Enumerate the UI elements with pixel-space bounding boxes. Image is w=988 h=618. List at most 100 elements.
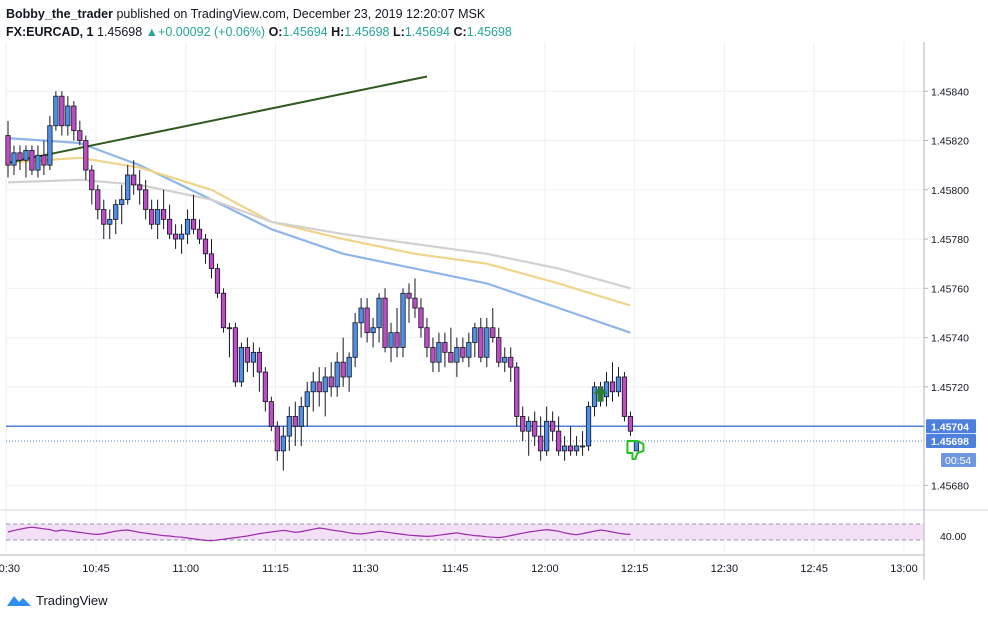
candle-body-51 <box>310 381 316 393</box>
candle-body-39 <box>238 347 245 383</box>
candle-body-31 <box>190 218 197 230</box>
candle-body-63 <box>382 297 388 348</box>
candle-body-68 <box>412 297 418 309</box>
publish-line: Bobby_the_trader published on TradingVie… <box>6 5 966 23</box>
candle-body-59 <box>358 307 364 324</box>
price-tick-label-4: 1.45760 <box>931 283 969 295</box>
time-tick-label-7: 12:15 <box>621 563 649 575</box>
candle-body-50 <box>304 391 310 407</box>
candle-body-0 <box>5 135 11 166</box>
markers <box>593 385 645 460</box>
candle-body-77 <box>466 342 472 358</box>
candle-body-64 <box>388 332 394 348</box>
axes: 1.45840 1.45820 1.45800 1.45780 1.45760 1.457… <box>0 42 976 580</box>
publish-info: published on TradingView.com, December 2… <box>112 7 486 21</box>
candle-body-84 <box>508 356 514 368</box>
candle-body-5 <box>35 154 41 171</box>
open-value: 1.45694 <box>282 25 328 39</box>
countdown-box <box>941 453 976 468</box>
candle-body-28 <box>172 233 179 240</box>
candle-body-76 <box>460 347 466 358</box>
candle-body-44 <box>268 401 274 427</box>
candle-body-37 <box>226 327 233 330</box>
candle-body-27 <box>166 218 173 235</box>
candle-body-41 <box>250 351 256 363</box>
candle-body-95 <box>573 445 580 452</box>
price-tick-label-5: 1.45740 <box>931 333 969 345</box>
price-label-box-0 <box>926 419 976 434</box>
candle-body-82 <box>496 337 502 363</box>
candle-body-24 <box>149 209 155 225</box>
candle-body-29 <box>178 233 185 240</box>
price-tick-label-0: 1.45840 <box>931 86 969 98</box>
ma-line-slow <box>7 178 631 290</box>
candle-body-52 <box>316 381 322 393</box>
price-tick-label-1: 1.45820 <box>931 136 969 148</box>
candle-body-104 <box>627 415 634 432</box>
candle-body-25 <box>155 209 161 225</box>
symbol-line: FX:EURCAD, 1 1.45698 ▲+0.00092 (+0.06%) … <box>6 23 966 41</box>
thumbs-down-icon <box>626 439 645 460</box>
price-label-0: 1.45704 <box>931 421 969 433</box>
candle-body-61 <box>370 327 376 334</box>
candle-body-26 <box>161 209 167 220</box>
candle-body-14 <box>89 169 95 191</box>
candle-body-49 <box>298 406 304 427</box>
price-tick-label-7: 1.45680 <box>931 480 969 492</box>
candle-body-33 <box>202 238 209 255</box>
time-tick-label-9: 12:45 <box>800 563 828 575</box>
candles <box>5 91 640 471</box>
candle-body-40 <box>244 347 250 363</box>
candle-body-78 <box>472 327 478 343</box>
candle-body-10 <box>65 105 71 127</box>
candle-body-36 <box>220 292 227 329</box>
price-chart[interactable]: 1.45840 1.45820 1.45800 1.45780 1.45760 1.457… <box>0 0 988 588</box>
candle-body-15 <box>95 189 101 210</box>
candle-body-46 <box>280 435 286 452</box>
candle-body-86 <box>520 415 526 432</box>
candle-body-53 <box>322 376 328 393</box>
candle-body-23 <box>143 189 149 210</box>
candle-body-80 <box>484 327 490 358</box>
candle-body-56 <box>340 361 346 378</box>
time-tick-label-4: 11:30 <box>352 563 379 575</box>
candle-body-69 <box>418 307 424 329</box>
candle-body-65 <box>394 332 400 348</box>
candle-body-75 <box>454 347 460 363</box>
symbol-label: FX:EURCAD, 1 <box>6 25 94 39</box>
rsi-line <box>7 526 631 542</box>
time-tick-label-5: 11:45 <box>442 563 469 575</box>
candle-body-100 <box>603 381 610 398</box>
candle-body-48 <box>292 415 298 427</box>
candle-body-97 <box>585 406 592 447</box>
author-name[interactable]: Bobby_the_trader <box>6 7 113 21</box>
candle-body-42 <box>256 351 262 373</box>
price-label-1: 1.45698 <box>931 436 969 448</box>
candle-body-16 <box>101 209 107 225</box>
candle-body-94 <box>567 445 574 452</box>
low-value: 1.45694 <box>404 25 450 39</box>
moving-averages <box>7 137 631 334</box>
candle-body-8 <box>53 95 59 127</box>
candle-body-73 <box>442 342 448 353</box>
time-tick-label-3: 11:15 <box>262 563 289 575</box>
chart-grid <box>5 42 924 552</box>
candle-body-105 <box>633 440 640 452</box>
price-tick-label-3: 1.45780 <box>931 234 969 246</box>
time-tick-label-6: 12:00 <box>531 563 559 575</box>
low-label: L: <box>393 25 405 39</box>
candle-body-103 <box>621 376 628 417</box>
candle-body-72 <box>436 342 442 363</box>
time-tick-label-8: 12:30 <box>711 563 739 575</box>
price-change: +0.00092 (+0.06%) <box>158 25 266 39</box>
candle-body-98 <box>591 386 598 407</box>
tradingview-logo-icon[interactable] <box>6 593 32 607</box>
candle-body-54 <box>328 376 334 388</box>
candle-body-83 <box>502 356 508 363</box>
candle-body-81 <box>490 327 496 338</box>
ma-line-fast <box>7 137 631 334</box>
countdown-label: 00:54 <box>945 455 971 467</box>
candle-body-9 <box>59 95 65 127</box>
tradingview-brand[interactable]: TradingView <box>36 592 108 608</box>
candle-body-92 <box>556 430 562 452</box>
